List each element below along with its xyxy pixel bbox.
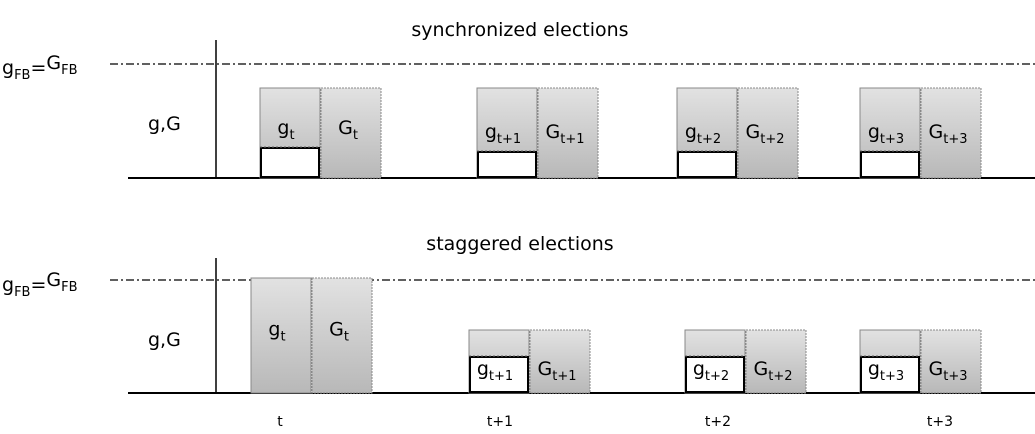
G-label-base: G xyxy=(929,121,944,143)
G-bar xyxy=(920,87,982,179)
g-white-part xyxy=(469,356,529,393)
reference-part: FB xyxy=(14,285,30,300)
G-label: Gt xyxy=(338,117,358,143)
axis-label: g,G xyxy=(148,329,181,351)
reference-label: gFB=GFB xyxy=(2,52,78,83)
g-label: gt xyxy=(268,319,285,345)
G-label: Gt xyxy=(329,319,349,345)
G-label-sub: t+1 xyxy=(552,369,576,384)
g-label: gt+2 xyxy=(685,121,721,147)
G-label-sub: t+3 xyxy=(943,369,967,384)
G-label-sub: t+2 xyxy=(760,132,784,147)
G-label-sub: t+2 xyxy=(768,369,792,384)
g-label: gt+1 xyxy=(477,358,513,384)
G-bar xyxy=(745,329,807,394)
reference-part: FB xyxy=(61,63,77,78)
g-label-base: g xyxy=(268,319,280,341)
G-label-base: G xyxy=(329,319,344,341)
G-bar xyxy=(529,329,591,394)
g-label-sub: t+1 xyxy=(497,132,521,147)
g-white-part xyxy=(260,147,320,178)
reference-part: g xyxy=(2,57,14,79)
G-label-base: G xyxy=(538,358,553,380)
g-label-base: g xyxy=(485,121,497,143)
g-label-sub: t+1 xyxy=(489,369,513,384)
reference-part: G xyxy=(46,52,61,74)
g-label-base: g xyxy=(868,121,880,143)
G-label-sub: t xyxy=(344,330,349,345)
g-white-part xyxy=(860,356,920,393)
panel-title: synchronized elections xyxy=(411,19,628,41)
g-label-sub: t+3 xyxy=(880,132,904,147)
g-label: gt+1 xyxy=(485,121,521,147)
g-label-base: g xyxy=(477,358,489,380)
g-label-sub: t+3 xyxy=(880,369,904,384)
G-bar xyxy=(320,87,382,179)
G-label-base: G xyxy=(546,121,561,143)
G-label-base: G xyxy=(929,358,944,380)
reference-part: FB xyxy=(61,280,77,295)
G-label: Gt+1 xyxy=(538,358,577,384)
g-white-part xyxy=(677,151,737,178)
g-label: gt+3 xyxy=(868,121,904,147)
g-white-part xyxy=(477,151,537,178)
G-label: Gt+2 xyxy=(754,358,793,384)
g-white-part xyxy=(685,356,745,393)
g-label: gt xyxy=(277,117,294,143)
axis-label: g,G xyxy=(148,113,181,135)
g-white-part xyxy=(860,151,920,178)
reference-part: = xyxy=(30,57,46,79)
G-bar xyxy=(920,329,982,394)
G-label: Gt+3 xyxy=(929,358,968,384)
g-bar xyxy=(250,277,312,394)
G-bar xyxy=(311,277,373,394)
g-label: gt+3 xyxy=(868,358,904,384)
G-bar xyxy=(537,87,599,179)
g-label-base: g xyxy=(685,121,697,143)
G-label: Gt+1 xyxy=(546,121,585,147)
g-label-base: g xyxy=(868,358,880,380)
G-label-base: G xyxy=(338,117,353,139)
G-label-sub: t+1 xyxy=(560,132,584,147)
G-label-sub: t xyxy=(353,128,358,143)
reference-label: gFB=GFB xyxy=(2,269,78,300)
panel-title: staggered elections xyxy=(426,233,613,255)
g-label-sub: t xyxy=(289,128,294,143)
reference-part: FB xyxy=(14,68,30,83)
g-label-base: g xyxy=(277,117,289,139)
x-label: t+3 xyxy=(927,414,953,430)
reference-part: = xyxy=(30,274,46,296)
G-bar xyxy=(737,87,799,179)
G-label: Gt+2 xyxy=(746,121,785,147)
x-label: t+1 xyxy=(487,414,513,430)
g-label-sub: t+2 xyxy=(705,369,729,384)
g-label: gt+2 xyxy=(693,358,729,384)
G-label-sub: t+3 xyxy=(943,132,967,147)
G-label-base: G xyxy=(746,121,761,143)
reference-part: G xyxy=(46,269,61,291)
x-label: t+2 xyxy=(705,414,731,430)
x-label: t xyxy=(277,414,283,430)
g-label-base: g xyxy=(693,358,705,380)
g-label-sub: t xyxy=(280,330,285,345)
g-label-sub: t+2 xyxy=(697,132,721,147)
reference-part: g xyxy=(2,274,14,296)
G-label-base: G xyxy=(754,358,769,380)
G-label: Gt+3 xyxy=(929,121,968,147)
